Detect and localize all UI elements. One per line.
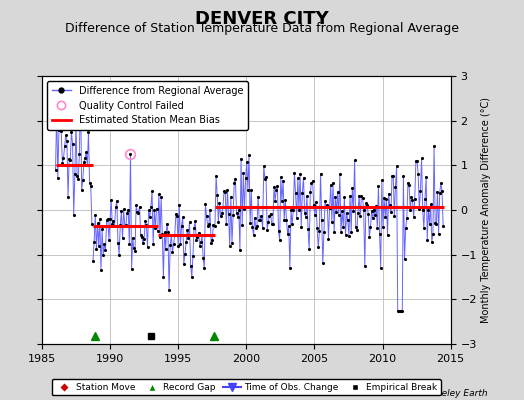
Y-axis label: Monthly Temperature Anomaly Difference (°C): Monthly Temperature Anomaly Difference (… — [481, 97, 491, 323]
Text: Berkeley Earth: Berkeley Earth — [421, 389, 487, 398]
Legend: Station Move, Record Gap, Time of Obs. Change, Empirical Break: Station Move, Record Gap, Time of Obs. C… — [51, 379, 441, 396]
Text: DENVER CITY: DENVER CITY — [195, 10, 329, 28]
Legend: Difference from Regional Average, Quality Control Failed, Estimated Station Mean: Difference from Regional Average, Qualit… — [47, 81, 248, 130]
Text: Difference of Station Temperature Data from Regional Average: Difference of Station Temperature Data f… — [65, 22, 459, 35]
